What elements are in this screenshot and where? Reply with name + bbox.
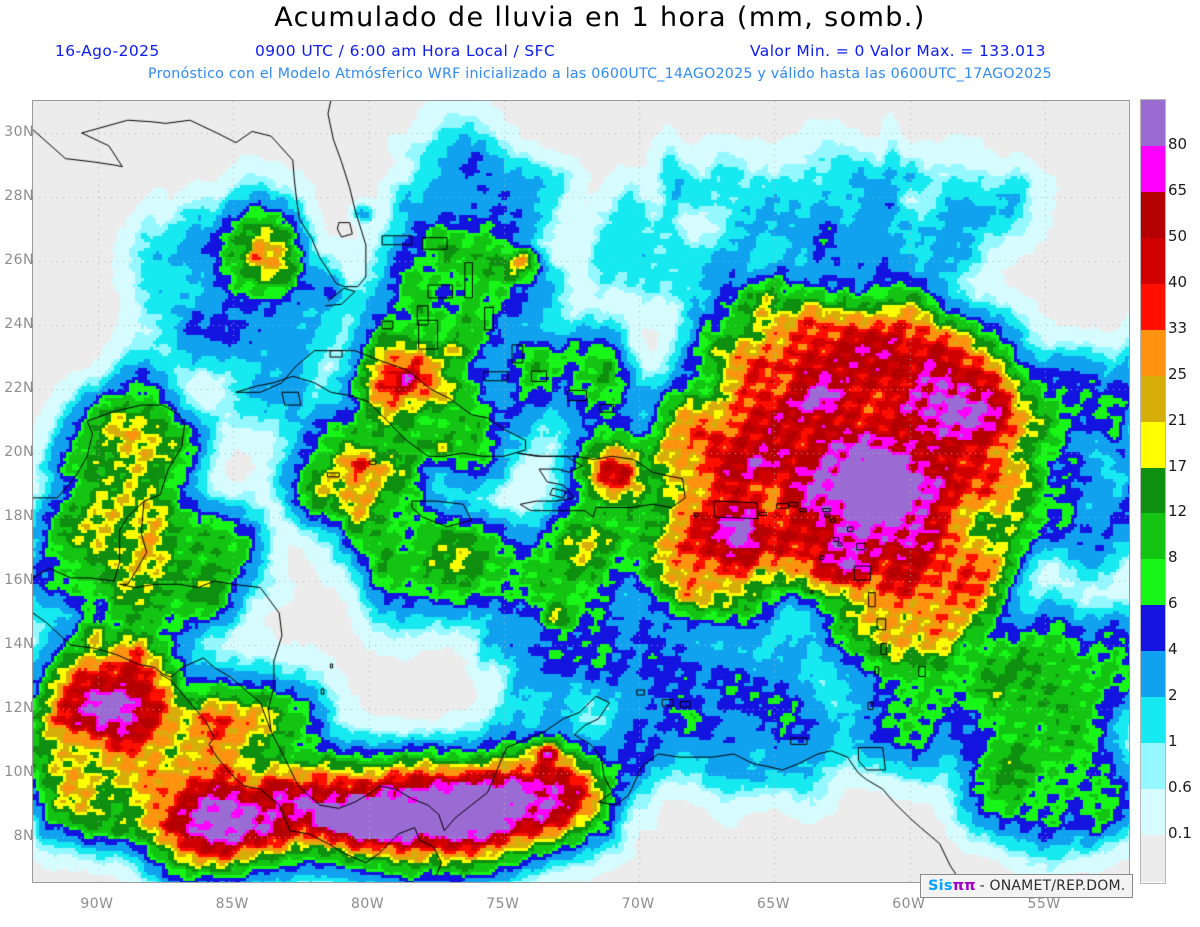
y-axis-label: 30N	[4, 124, 34, 140]
value-range-label: Valor Min. = 0 Valor Max. = 133.013	[750, 42, 1046, 60]
x-axis-label: 90W	[80, 896, 114, 912]
credit-pi-icon: ππ	[952, 878, 976, 894]
y-axis-label: 16N	[4, 572, 34, 589]
colorbar-segment	[1141, 375, 1165, 423]
x-axis-label: 70W	[621, 896, 655, 912]
model-description: Pronóstico con el Modelo Atmósferico WRF…	[148, 66, 1052, 82]
colorbar-segment	[1141, 100, 1165, 147]
colorbar-segment	[1141, 697, 1165, 744]
page-title: Acumulado de lluvia en 1 hora (mm, somb.…	[274, 2, 926, 33]
colorbar-segment	[1141, 513, 1165, 560]
colorbar-tick: 33	[1168, 318, 1188, 337]
y-axis-label: 8N	[13, 828, 34, 845]
colorbar-tick: 17	[1168, 456, 1188, 475]
colorbar-segment	[1141, 605, 1165, 652]
colorbar-segment	[1141, 743, 1165, 790]
y-axis-label: 28N	[4, 188, 34, 205]
colorbar-tick: 0.1	[1168, 824, 1192, 843]
colorbar-segment	[1141, 283, 1165, 331]
colorbar-tick: 80	[1168, 134, 1188, 153]
map-plot-area[interactable]	[32, 100, 1130, 883]
colorbar-segment	[1141, 835, 1165, 882]
x-axis-label: 60W	[892, 896, 926, 912]
y-axis-label: 18N	[4, 508, 34, 525]
colorbar-segment	[1141, 651, 1165, 698]
colorbar-segment	[1141, 467, 1165, 515]
colorbar-segment	[1141, 237, 1165, 285]
credit-badge: Sis ππ - ONAMET/REP.DOM.	[920, 874, 1134, 898]
colorbar-segment	[1141, 421, 1165, 469]
colorbar-tick: 4	[1168, 640, 1178, 659]
colorbar-segment	[1141, 789, 1165, 836]
colorbar-tick: 40	[1168, 272, 1188, 291]
colorbar-tick: 65	[1168, 180, 1188, 199]
forecast-time: 0900 UTC / 6:00 am Hora Local / SFC	[255, 42, 556, 60]
y-axis-label: 10N	[4, 764, 34, 781]
colorbar-segment	[1141, 559, 1165, 606]
colorbar-tick: 25	[1168, 364, 1188, 383]
colorbar-segment	[1141, 191, 1165, 239]
credit-sis-text: Sis	[928, 878, 953, 894]
y-axis-label: 22N	[4, 380, 34, 397]
colorbar-tick: 0.6	[1168, 778, 1192, 797]
y-axis-label: 26N	[4, 252, 34, 269]
precipitation-field	[33, 101, 1129, 882]
x-axis-label: 85W	[215, 896, 249, 912]
y-axis-label: 20N	[4, 444, 34, 461]
colorbar-tick: 12	[1168, 502, 1188, 521]
colorbar-tick: 6	[1168, 594, 1178, 613]
colorbar-tick: 1	[1168, 732, 1178, 751]
x-axis-label: 80W	[350, 896, 385, 912]
colorbar-segment	[1141, 329, 1165, 377]
y-axis-label: 24N	[4, 316, 34, 333]
x-axis-label: 65W	[756, 896, 791, 912]
credit-org-text: - ONAMET/REP.DOM.	[979, 878, 1126, 894]
y-axis-label: 12N	[4, 700, 34, 717]
forecast-date: 16-Ago-2025	[55, 42, 160, 60]
y-axis-label: 14N	[4, 636, 34, 653]
colorbar	[1140, 99, 1166, 884]
colorbar-tick: 50	[1168, 226, 1188, 245]
subtitle-line-1: 16-Ago-2025 0900 UTC / 6:00 am Hora Loca…	[0, 42, 1200, 62]
colorbar-tick: 21	[1168, 410, 1188, 429]
colorbar-segment	[1141, 145, 1165, 193]
colorbar-tick: 2	[1168, 686, 1178, 705]
colorbar-tick: 8	[1168, 548, 1178, 567]
x-axis-label: 55W	[1027, 896, 1061, 912]
x-axis-label: 75W	[486, 896, 520, 912]
